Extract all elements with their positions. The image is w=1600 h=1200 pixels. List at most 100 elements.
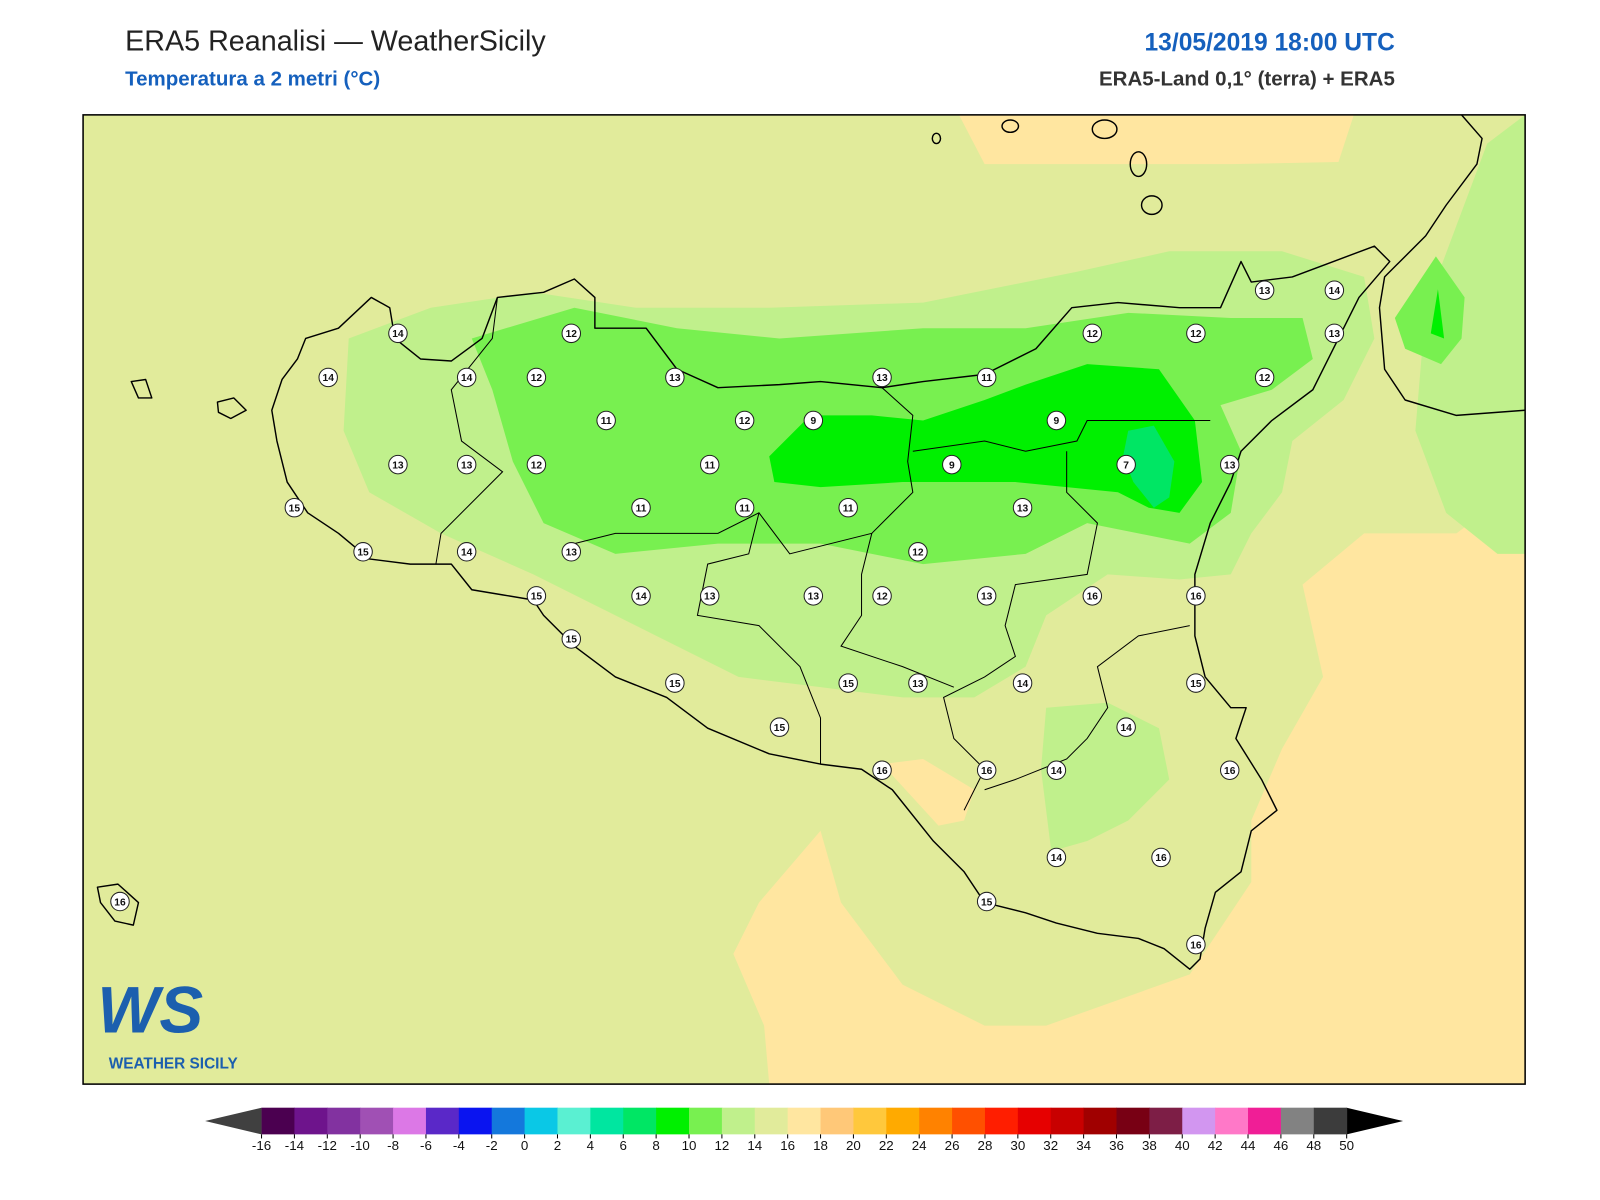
station-value: 13 bbox=[1017, 503, 1029, 514]
station-value: 12 bbox=[1190, 329, 1202, 340]
field-cold bbox=[769, 364, 1203, 513]
station-value: 15 bbox=[289, 503, 301, 514]
station-marker bbox=[526, 454, 547, 475]
colorbar-bin bbox=[1017, 1107, 1052, 1135]
station-marker bbox=[838, 497, 858, 518]
field-warm bbox=[733, 482, 1526, 1085]
colorbar-bin bbox=[787, 1107, 822, 1135]
station-value: 13 bbox=[1259, 286, 1271, 297]
station-value: 13 bbox=[981, 592, 993, 603]
colorbar-bin bbox=[1050, 1107, 1085, 1135]
colorbar-bin bbox=[656, 1107, 690, 1135]
station-marker bbox=[665, 367, 685, 388]
station-marker bbox=[526, 367, 547, 388]
island bbox=[1140, 195, 1163, 216]
station-marker bbox=[561, 629, 582, 649]
station-value: 13 bbox=[1224, 460, 1236, 471]
station-value: 12 bbox=[566, 329, 578, 340]
subtitle: Temperatura a 2 metri (°C) bbox=[125, 67, 380, 90]
station-value: 13 bbox=[669, 373, 681, 384]
station-marker bbox=[872, 760, 892, 780]
calabria-coast bbox=[1378, 114, 1526, 417]
station-value: 16 bbox=[1190, 940, 1202, 951]
colorbar-tick-label: 28 bbox=[978, 1138, 993, 1153]
province-border bbox=[942, 451, 1098, 811]
station-value: 13 bbox=[566, 548, 578, 559]
field-warm bbox=[958, 114, 1354, 165]
station-value: 14 bbox=[1120, 723, 1132, 734]
station-value: 12 bbox=[1087, 329, 1099, 340]
colorbar-tick-label: 36 bbox=[1109, 1138, 1124, 1153]
station-marker bbox=[734, 410, 755, 431]
logo: WS WEATHER SICILY bbox=[97, 974, 237, 1073]
province-border bbox=[984, 625, 1190, 791]
station-marker bbox=[456, 454, 477, 475]
station-marker bbox=[561, 323, 582, 344]
colorbar-tick-label: -14 bbox=[285, 1138, 305, 1153]
station-marker bbox=[1219, 760, 1240, 780]
station-value: 13 bbox=[876, 373, 888, 384]
station-marker bbox=[353, 542, 373, 562]
colorbar-tick-label: 38 bbox=[1142, 1138, 1157, 1153]
colorbar-bin bbox=[1248, 1107, 1282, 1135]
colorbar-bin bbox=[1083, 1107, 1118, 1135]
colorbar-bin bbox=[491, 1107, 526, 1135]
station-value: 16 bbox=[1224, 766, 1236, 777]
colorbar-tick-label: 40 bbox=[1175, 1138, 1190, 1153]
station-marker bbox=[526, 586, 547, 606]
island bbox=[1001, 119, 1020, 134]
province-border bbox=[840, 533, 955, 688]
station-value: 16 bbox=[876, 766, 888, 777]
station-marker bbox=[872, 586, 892, 606]
station-value: 11 bbox=[601, 416, 612, 427]
colorbar-bin bbox=[952, 1107, 986, 1135]
station-value: 15 bbox=[669, 679, 681, 690]
colorbar-tick-label: 30 bbox=[1010, 1138, 1025, 1153]
station-marker bbox=[388, 454, 408, 475]
colorbar-tick-label: 46 bbox=[1273, 1138, 1288, 1153]
station-value: 15 bbox=[357, 548, 369, 559]
colorbar-bin bbox=[590, 1107, 624, 1135]
station-value: 11 bbox=[843, 503, 854, 514]
logo-text: WEATHER SICILY bbox=[109, 1056, 238, 1073]
colorbar-bin bbox=[1313, 1107, 1348, 1135]
station-value: 15 bbox=[531, 592, 543, 603]
station-value: 12 bbox=[531, 460, 543, 471]
station-value: 12 bbox=[531, 373, 543, 384]
colorbar-tick-label: -10 bbox=[351, 1138, 370, 1153]
station-marker bbox=[1082, 586, 1103, 606]
colorbar-tick-label: 22 bbox=[879, 1138, 894, 1153]
colorbar-bin bbox=[294, 1107, 328, 1135]
station-marker bbox=[1324, 323, 1345, 344]
station-value: 13 bbox=[1329, 329, 1341, 340]
province-border bbox=[574, 387, 914, 555]
station-value: 14 bbox=[1051, 766, 1063, 777]
station-marker bbox=[284, 497, 305, 518]
station-marker bbox=[456, 367, 477, 388]
colorbar-tick-label: 24 bbox=[912, 1138, 927, 1153]
station-marker bbox=[631, 497, 651, 518]
colorbar-tick-label: -4 bbox=[453, 1138, 465, 1153]
station-value: 14 bbox=[635, 592, 647, 603]
colorbar-tick-label: 50 bbox=[1339, 1138, 1354, 1153]
station-value: 15 bbox=[981, 897, 993, 908]
station-value: 7 bbox=[1123, 460, 1129, 471]
colorbar-tick-label: 44 bbox=[1241, 1138, 1256, 1153]
station-marker bbox=[734, 497, 755, 518]
station-value: 13 bbox=[392, 460, 404, 471]
station-marker bbox=[1046, 847, 1067, 868]
island bbox=[1129, 151, 1148, 178]
station-value: 14 bbox=[461, 373, 473, 384]
station-marker bbox=[1151, 847, 1171, 868]
station-value: 15 bbox=[843, 679, 855, 690]
station-marker bbox=[1186, 586, 1206, 606]
logo-mark: WS bbox=[97, 974, 203, 1047]
station-value: 13 bbox=[461, 460, 473, 471]
colorbar-tick-label: -2 bbox=[486, 1138, 498, 1153]
station-marker bbox=[908, 673, 928, 693]
colorbar-bin bbox=[261, 1107, 295, 1135]
colorbar-bin bbox=[327, 1107, 361, 1135]
station-value: 12 bbox=[739, 416, 751, 427]
station-marker bbox=[976, 367, 997, 388]
colorbar-bin bbox=[557, 1107, 591, 1135]
